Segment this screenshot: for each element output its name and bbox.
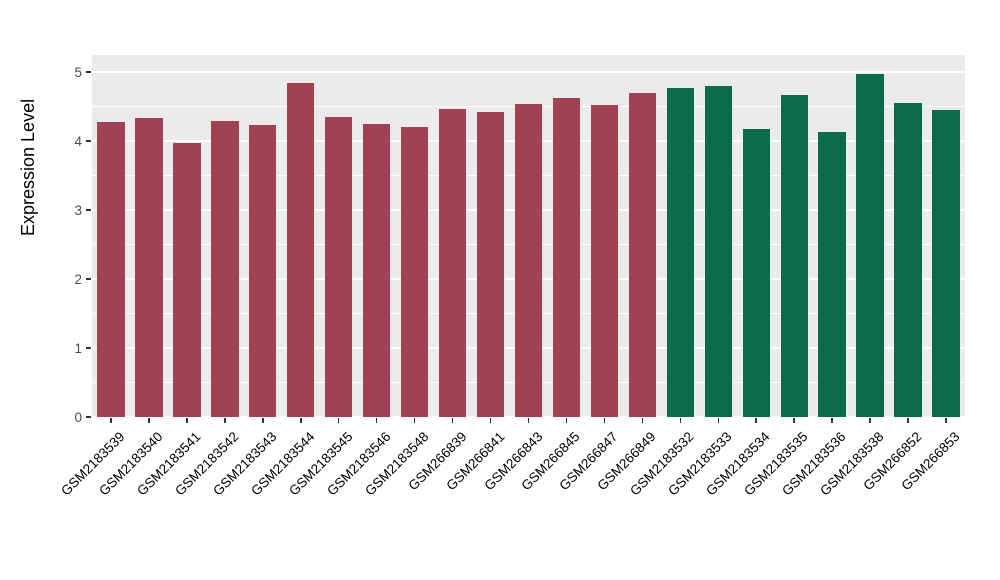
y-tick-label: 0 bbox=[74, 410, 82, 425]
x-tick-mark bbox=[262, 418, 264, 423]
x-tick-mark bbox=[793, 418, 795, 423]
x-tick-mark bbox=[451, 418, 454, 423]
x-tick-mark bbox=[110, 418, 112, 423]
bar-GSM2183532 bbox=[666, 88, 694, 417]
y-tick-label: 2 bbox=[74, 272, 82, 288]
bar-GSM266843 bbox=[514, 103, 543, 417]
y-tick-label: 1 bbox=[74, 341, 82, 357]
y-tick-mark bbox=[86, 347, 91, 349]
bar-GSM2183540 bbox=[135, 118, 163, 417]
bar-GSM266847 bbox=[590, 105, 619, 417]
x-tick-mark bbox=[869, 418, 871, 423]
y-axis-title: Expression Level bbox=[18, 98, 38, 236]
y-tick-label: 4 bbox=[74, 134, 82, 150]
x-tick-mark bbox=[717, 418, 720, 423]
y-tick-mark bbox=[86, 209, 91, 211]
bar-GSM266841 bbox=[476, 112, 505, 417]
bar-GSM2183541 bbox=[173, 143, 201, 417]
y-tick-mark bbox=[86, 278, 91, 280]
x-tick-mark bbox=[489, 418, 492, 423]
bar-GSM2183534 bbox=[742, 128, 770, 417]
x-tick-mark bbox=[300, 418, 302, 423]
x-tick-mark bbox=[186, 418, 188, 423]
bar-GSM2183546 bbox=[363, 123, 391, 417]
x-tick-mark bbox=[831, 418, 833, 423]
bar-GSM2183538 bbox=[856, 73, 884, 417]
x-tick-mark bbox=[337, 418, 340, 423]
x-tick-mark bbox=[527, 418, 530, 423]
x-tick-mark bbox=[148, 418, 150, 423]
x-tick-mark bbox=[679, 418, 682, 423]
x-tick-mark bbox=[565, 418, 568, 423]
y-tick-mark bbox=[86, 416, 91, 418]
x-tick-mark bbox=[641, 418, 644, 423]
gridline-major bbox=[92, 416, 965, 418]
y-tick-mark bbox=[86, 71, 91, 73]
bar-GSM266852 bbox=[894, 103, 922, 417]
x-tick-mark bbox=[224, 418, 226, 423]
bar-GSM2183533 bbox=[704, 86, 732, 417]
y-tick-label: 5 bbox=[74, 65, 82, 81]
bar-GSM2183544 bbox=[287, 82, 315, 417]
x-tick-mark bbox=[755, 418, 757, 423]
y-tick-label: 3 bbox=[74, 203, 82, 219]
bar-GSM266839 bbox=[438, 109, 467, 417]
bar-GSM2183545 bbox=[325, 117, 353, 417]
y-tick-mark bbox=[86, 140, 91, 142]
bar-GSM2183548 bbox=[400, 127, 429, 417]
bar-GSM2183542 bbox=[211, 120, 239, 417]
bar-GSM2183543 bbox=[249, 124, 277, 417]
x-tick-mark bbox=[603, 418, 606, 423]
x-tick-mark bbox=[413, 418, 416, 423]
x-tick-label-GSM2183539: GSM2183539 bbox=[58, 429, 128, 499]
bar-GSM2183536 bbox=[818, 132, 846, 417]
x-tick-mark bbox=[375, 418, 378, 423]
x-tick-mark bbox=[907, 418, 909, 423]
bar-GSM2183535 bbox=[780, 95, 808, 417]
bar-GSM2183539 bbox=[97, 121, 125, 417]
gridline-major bbox=[92, 71, 965, 74]
bar-GSM266849 bbox=[628, 92, 657, 417]
x-tick-mark bbox=[945, 418, 947, 423]
bar-GSM266845 bbox=[552, 98, 581, 417]
bar-GSM266853 bbox=[932, 110, 960, 417]
plot-panel bbox=[92, 55, 965, 418]
